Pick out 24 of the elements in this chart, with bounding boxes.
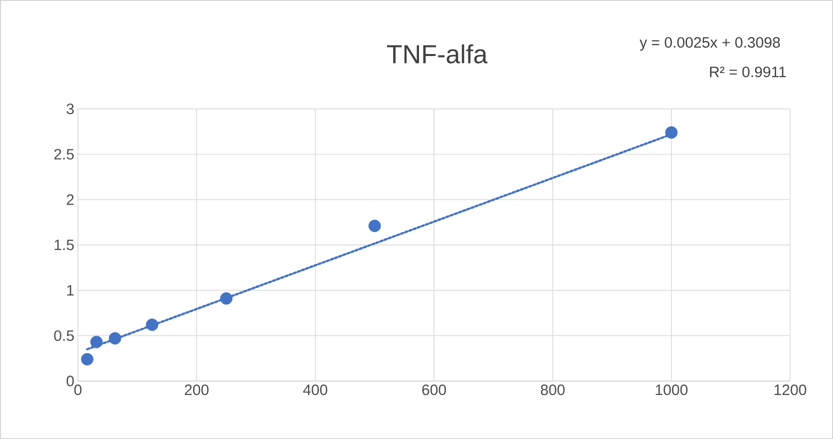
text: y = 0.0025x + 0.3098 <box>640 37 780 51</box>
y-tick-label: 2.5 <box>54 148 74 160</box>
point <box>108 332 122 345</box>
point <box>81 353 94 366</box>
y-tick-label: 0 <box>66 376 74 386</box>
point <box>665 126 678 139</box>
y-tick-label: 1 <box>67 285 74 296</box>
point <box>146 318 158 331</box>
point <box>368 220 381 232</box>
x-tick-label: 1200 <box>774 384 806 396</box>
x-tick-label: 400 <box>303 384 328 396</box>
y-tick-label: 2 <box>66 194 74 205</box>
point <box>220 292 232 305</box>
point <box>90 336 103 348</box>
x-tick-label: 600 <box>422 384 446 396</box>
y-tick-label: 1.5 <box>54 240 74 250</box>
y-tick-label: 0.5 <box>54 330 74 341</box>
x-tick-label: 200 <box>184 384 209 396</box>
y-tick-label: 3 <box>66 104 74 114</box>
x-tick-label: 0 <box>74 384 82 396</box>
text: R² = 0.9911 <box>710 66 786 78</box>
x-tick-label: 1000 <box>656 384 688 396</box>
chart-title: TNF-alfa <box>387 44 488 64</box>
x-tick-label: 800 <box>540 384 565 396</box>
